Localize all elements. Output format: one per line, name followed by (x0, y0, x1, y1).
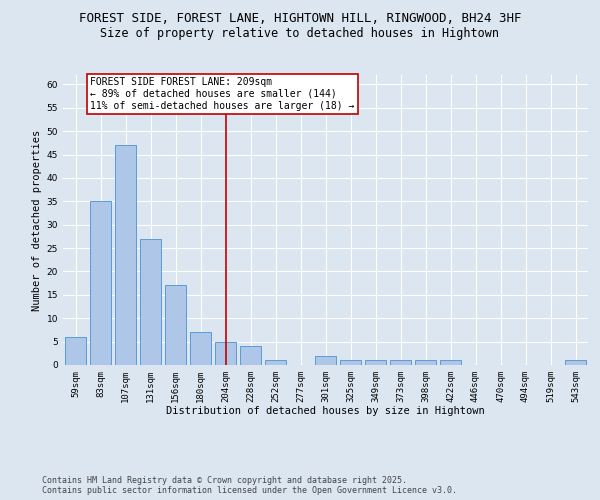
Bar (165, 286, 186, 365)
Bar (240, 346, 261, 365)
Bar (190, 332, 211, 365)
Y-axis label: Number of detached properties: Number of detached properties (32, 130, 43, 310)
Bar (365, 360, 386, 365)
Bar (140, 238, 161, 365)
Bar (115, 145, 136, 365)
Text: FOREST SIDE, FOREST LANE, HIGHTOWN HILL, RINGWOOD, BH24 3HF: FOREST SIDE, FOREST LANE, HIGHTOWN HILL,… (79, 12, 521, 26)
X-axis label: Distribution of detached houses by size in Hightown: Distribution of detached houses by size … (166, 406, 485, 416)
Bar (265, 360, 286, 365)
Bar (340, 360, 361, 365)
Text: Size of property relative to detached houses in Hightown: Size of property relative to detached ho… (101, 28, 499, 40)
Bar (215, 342, 236, 365)
Bar (90, 202, 111, 365)
Bar (565, 360, 586, 365)
Text: Contains HM Land Registry data © Crown copyright and database right 2025.
Contai: Contains HM Land Registry data © Crown c… (42, 476, 457, 495)
Bar (415, 360, 436, 365)
Bar (315, 356, 336, 365)
Bar (65, 337, 86, 365)
Bar (390, 360, 411, 365)
Text: FOREST SIDE FOREST LANE: 209sqm
← 89% of detached houses are smaller (144)
11% o: FOREST SIDE FOREST LANE: 209sqm ← 89% of… (91, 78, 355, 110)
Bar (440, 360, 461, 365)
